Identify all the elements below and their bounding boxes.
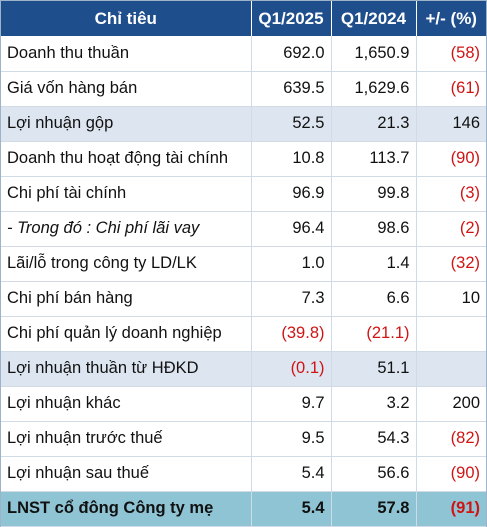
row-value-change: (90) (416, 141, 486, 177)
row-label: Lợi nhuận khác (1, 386, 252, 422)
row-value-change (416, 351, 486, 387)
row-value-q1-2025: 7.3 (251, 281, 332, 317)
row-value-change: (32) (416, 246, 486, 282)
row-label: Lợi nhuận thuần từ HĐKD (1, 351, 252, 387)
row-value-q1-2024: 113.7 (331, 141, 417, 177)
row-value-q1-2025: 96.9 (251, 176, 332, 212)
table-row: Lợi nhuận trước thuế 9.5 54.3 (82) (1, 421, 486, 457)
row-value-change: (91) (416, 491, 486, 527)
row-value-change: 10 (416, 281, 486, 317)
row-label: Chi phí bán hàng (1, 281, 252, 317)
row-value-q1-2024: 51.1 (331, 351, 417, 387)
row-value-q1-2024: 1,650.9 (331, 36, 417, 72)
header-q1-2024: Q1/2024 (331, 1, 417, 36)
row-value-change: (58) (416, 36, 486, 72)
row-value-change: (3) (416, 176, 486, 212)
row-value-q1-2025: 639.5 (251, 71, 332, 107)
row-value-q1-2024: 1,629.6 (331, 71, 417, 107)
row-value-q1-2025: 692.0 (251, 36, 332, 72)
row-value-q1-2024: (21.1) (331, 316, 417, 352)
row-label: Lợi nhuận sau thuế (1, 456, 252, 492)
row-label: Giá vốn hàng bán (1, 71, 252, 107)
table-row: Chi phí quản lý doanh nghiệp (39.8) (21.1) (1, 316, 486, 352)
row-label: Doanh thu thuần (1, 36, 252, 72)
row-value-q1-2024: 3.2 (331, 386, 417, 422)
header-q1-2025: Q1/2025 (251, 1, 332, 36)
table-row: Lợi nhuận sau thuế 5.4 56.6 (90) (1, 456, 486, 492)
table-row: - Trong đó : Chi phí lãi vay 96.4 98.6 (2) (1, 211, 486, 247)
table-row: Chi phí tài chính 96.9 99.8 (3) (1, 176, 486, 212)
row-value-change: (82) (416, 421, 486, 457)
row-label: Lợi nhuận gộp (1, 106, 252, 142)
row-label: LNST cổ đông Công ty mẹ (1, 491, 252, 527)
row-value-change (416, 316, 486, 352)
row-value-q1-2025: (39.8) (251, 316, 332, 352)
row-value-q1-2025: 10.8 (251, 141, 332, 177)
row-value-q1-2024: 6.6 (331, 281, 417, 317)
row-value-q1-2024: 56.6 (331, 456, 417, 492)
table-body: Doanh thu thuần 692.0 1,650.9 (58) Giá vốn h… (1, 36, 486, 527)
row-value-q1-2024: 54.3 (331, 421, 417, 457)
row-label: - Trong đó : Chi phí lãi vay (1, 211, 252, 247)
row-label: Chi phí quản lý doanh nghiệp (1, 316, 252, 352)
table-row: Lợi nhuận gộp 52.5 21.3 146 (1, 106, 486, 142)
row-value-q1-2025: 96.4 (251, 211, 332, 247)
row-label: Doanh thu hoạt động tài chính (1, 141, 252, 177)
row-value-q1-2025: 9.7 (251, 386, 332, 422)
row-value-q1-2024: 98.6 (331, 211, 417, 247)
row-label: Chi phí tài chính (1, 176, 252, 212)
row-label: Lợi nhuận trước thuế (1, 421, 252, 457)
row-value-change: 200 (416, 386, 486, 422)
table-row: Lãi/lỗ trong công ty LD/LK 1.0 1.4 (32) (1, 246, 486, 282)
row-value-q1-2025: 1.0 (251, 246, 332, 282)
row-value-q1-2025: 5.4 (251, 456, 332, 492)
table-row: LNST cổ đông Công ty mẹ 5.4 57.8 (91) (1, 491, 486, 527)
table-header-row: Chỉ tiêu Q1/2025 Q1/2024 +/- (%) (1, 1, 486, 36)
row-label: Lãi/lỗ trong công ty LD/LK (1, 246, 252, 282)
row-value-change: (2) (416, 211, 486, 247)
row-value-change: (90) (416, 456, 486, 492)
table-row: Doanh thu hoạt động tài chính 10.8 113.7 (9… (1, 141, 486, 177)
row-value-q1-2025: 52.5 (251, 106, 332, 142)
row-value-q1-2025: 9.5 (251, 421, 332, 457)
header-item: Chỉ tiêu (1, 1, 252, 36)
row-value-q1-2024: 57.8 (331, 491, 417, 527)
row-value-change: 146 (416, 106, 486, 142)
row-value-change: (61) (416, 71, 486, 107)
table-row: Doanh thu thuần 692.0 1,650.9 (58) (1, 36, 486, 72)
row-value-q1-2025: 5.4 (251, 491, 332, 527)
table-row: Lợi nhuận thuần từ HĐKD (0.1) 51.1 (1, 351, 486, 387)
row-value-q1-2024: 21.3 (331, 106, 417, 142)
table-row: Giá vốn hàng bán 639.5 1,629.6 (61) (1, 71, 486, 107)
table-row: Chi phí bán hàng 7.3 6.6 10 (1, 281, 486, 317)
row-value-q1-2024: 99.8 (331, 176, 417, 212)
row-value-q1-2024: 1.4 (331, 246, 417, 282)
header-change: +/- (%) (416, 1, 486, 36)
table-row: Lợi nhuận khác 9.7 3.2 200 (1, 386, 486, 422)
row-value-q1-2025: (0.1) (251, 351, 332, 387)
